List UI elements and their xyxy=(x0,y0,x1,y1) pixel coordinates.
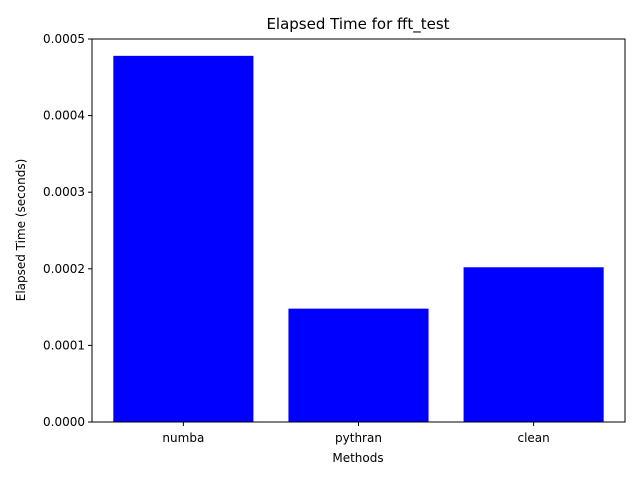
y-tick-label: 0.0004 xyxy=(43,109,85,123)
x-tick-label-numba: numba xyxy=(162,431,204,445)
bar-numba xyxy=(113,55,254,423)
y-tick-label: 0.0001 xyxy=(43,338,85,352)
y-tick-label: 0.0003 xyxy=(43,185,85,199)
x-tick-label-clean: clean xyxy=(517,431,549,445)
y-tick-label: 0.0005 xyxy=(43,32,85,46)
bars-group xyxy=(113,55,604,423)
y-axis-ticks: 0.0000 0.0001 0.0002 0.0003 0.0004 0.0005 xyxy=(43,32,92,429)
plot-frame xyxy=(91,38,626,423)
x-axis-ticks: numba pythran clean xyxy=(162,422,550,445)
x-axis-label: Methods xyxy=(332,451,383,465)
y-tick-label: 0.0002 xyxy=(43,262,85,276)
y-axis-label: Elapsed Time (seconds) xyxy=(14,159,28,302)
y-tick-label: 0.0000 xyxy=(43,415,85,429)
chart-title: Elapsed Time for fft_test xyxy=(266,15,449,34)
x-tick-label-pythran: pythran xyxy=(335,431,382,445)
bar-pythran xyxy=(288,308,429,422)
bar-clean xyxy=(463,267,604,422)
